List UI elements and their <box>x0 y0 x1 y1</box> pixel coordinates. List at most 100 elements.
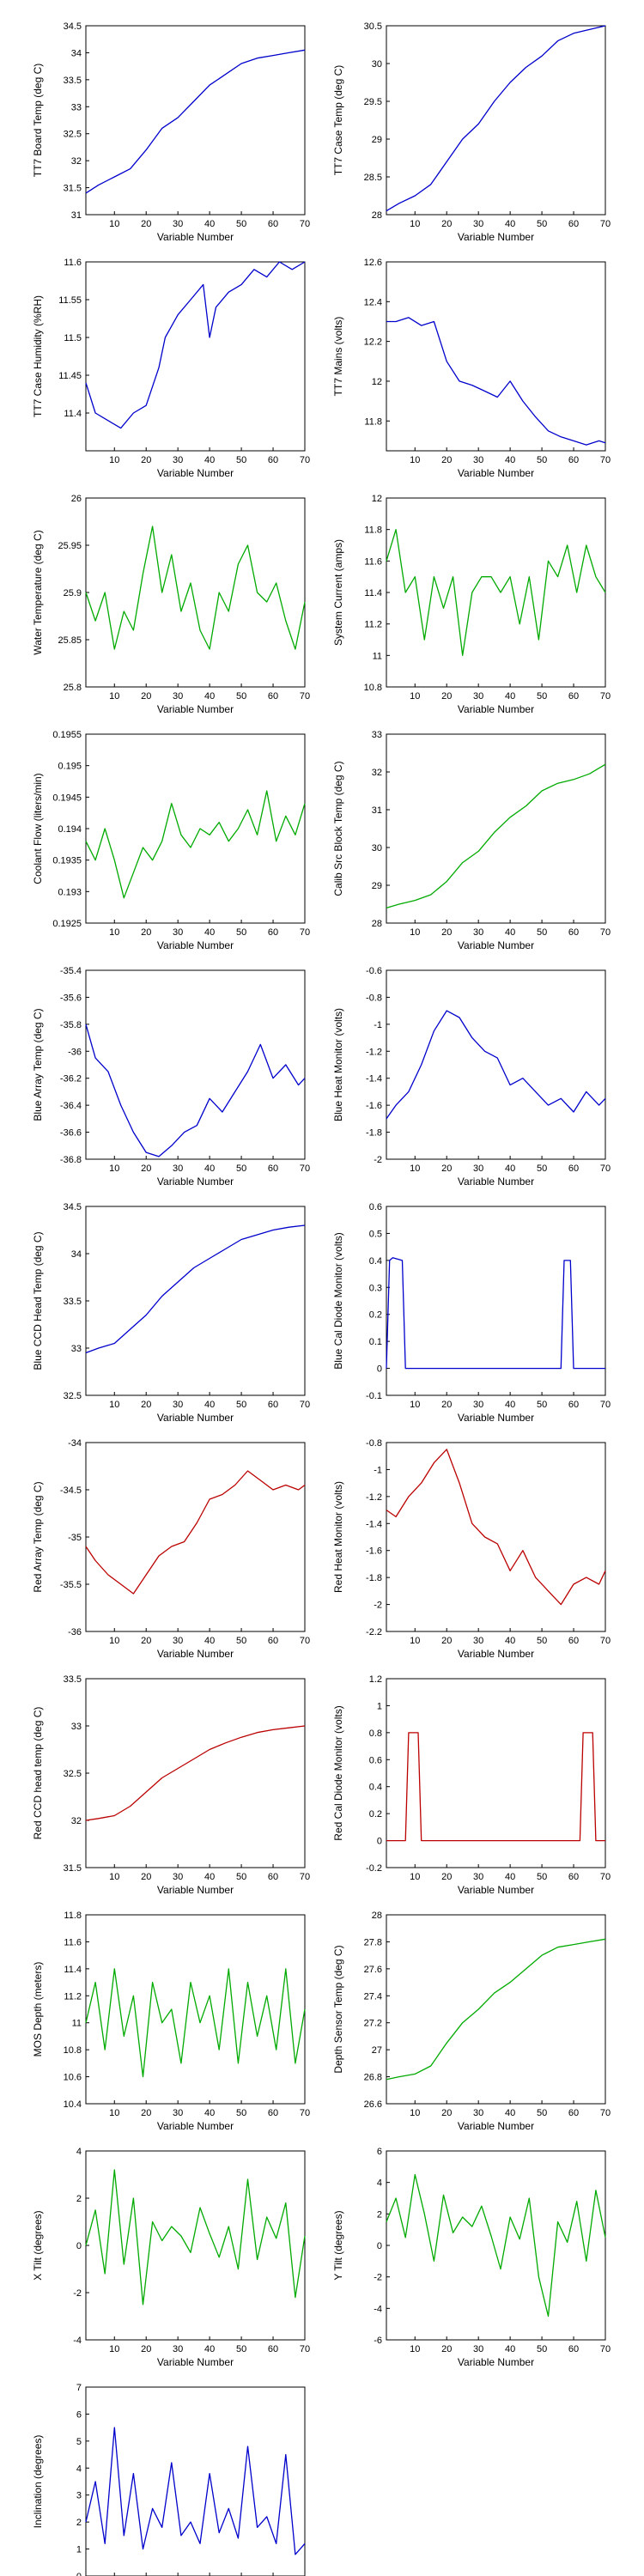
x-tick-label: 30 <box>173 455 183 465</box>
line-chart-12: 10 20 30 40 50 60 70 -36 -35.5 -35 -34.5 -34 Variabl… <box>32 1438 310 1660</box>
x-tick-label: 20 <box>441 219 452 229</box>
plot-frame <box>85 733 306 924</box>
x-tick-label: 50 <box>537 2108 547 2118</box>
line-chart-2: 10 20 30 40 50 60 70 11.4 11.45 11.5 11.55 11.6 Vari… <box>32 258 310 479</box>
x-tick-label: 60 <box>568 1400 579 1410</box>
plot-frame <box>85 261 306 452</box>
x-tick-label: 70 <box>300 691 310 702</box>
y-axis-label: Red CCD head temp (deg C) <box>32 1707 44 1840</box>
series-line <box>386 1732 605 1842</box>
x-tick-label: 40 <box>505 2344 515 2354</box>
y-tick-label: -2 <box>374 1155 382 1165</box>
line-chart-5: 10 20 30 40 50 60 70 10.8 11 11.2 11.4 11.6 11.8 12 Va… <box>332 494 611 715</box>
x-tick-label: 40 <box>204 455 215 465</box>
y-tick-label: -1.4 <box>366 1074 382 1084</box>
y-tick-label: -0.2 <box>366 1863 382 1874</box>
series-line <box>386 1449 606 1606</box>
y-tick-label: -1.6 <box>366 1101 382 1111</box>
y-axis-label: Y Tilt (degrees) <box>332 2210 344 2280</box>
y-axis-label: TT7 Case Temp (deg C) <box>332 65 344 176</box>
y-axis-label: System Current (amps) <box>332 539 344 646</box>
x-tick-label: 40 <box>204 1872 215 1882</box>
x-tick-label: 20 <box>141 2108 151 2118</box>
y-tick-label: -36 <box>68 1047 82 1057</box>
x-tick-label: 40 <box>505 927 515 938</box>
x-tick-label: 30 <box>173 691 183 702</box>
x-tick-label: 40 <box>204 1163 215 1174</box>
y-tick-label: 34 <box>71 1249 82 1260</box>
x-tick-label: 70 <box>600 2344 611 2354</box>
plot-frame <box>386 1914 606 2105</box>
x-tick-label: 10 <box>109 1400 119 1410</box>
x-tick-label: 70 <box>300 1163 310 1174</box>
x-tick-label: 30 <box>173 2344 183 2354</box>
y-tick-label: 11 <box>72 2019 82 2029</box>
y-tick-label: 11.5 <box>64 333 82 343</box>
x-axis-label: Variable Number <box>157 2356 234 2368</box>
plot-frame <box>386 1678 606 1868</box>
y-tick-label: 11.2 <box>364 620 382 630</box>
y-tick-label: 28 <box>372 1911 382 1921</box>
x-tick-label: 40 <box>505 1163 515 1174</box>
x-tick-label: 30 <box>473 691 483 702</box>
x-tick-label: 40 <box>505 219 515 229</box>
x-tick-label: 20 <box>441 2108 452 2118</box>
y-tick-label: 28 <box>372 919 382 929</box>
x-tick-label: 70 <box>600 219 611 229</box>
x-tick-label: 30 <box>473 219 483 229</box>
y-tick-label: 0.195 <box>58 762 82 772</box>
x-tick-label: 10 <box>109 927 119 938</box>
x-tick-label: 40 <box>204 1400 215 1410</box>
y-tick-label: 26.6 <box>364 2099 382 2110</box>
y-tick-label: 12 <box>372 494 382 504</box>
x-tick-label: 30 <box>473 1872 483 1882</box>
plot-frame <box>386 261 606 452</box>
y-tick-label: 32 <box>71 1816 82 1826</box>
y-axis-label: TT7 Board Temp (deg C) <box>32 64 44 178</box>
y-tick-label: 11.8 <box>364 526 382 536</box>
x-tick-label: 70 <box>600 691 611 702</box>
y-tick-label: 33 <box>71 1344 82 1354</box>
y-axis-label: Coolant Flow (liters/min) <box>32 773 44 884</box>
y-tick-label: 11.45 <box>58 371 82 381</box>
x-axis-label: Variable Number <box>157 939 234 951</box>
y-tick-label: 1.2 <box>369 1674 382 1685</box>
y-axis-label: MOS Depth (meters) <box>32 1962 44 2057</box>
plot-frame <box>85 2150 306 2341</box>
x-tick-label: 30 <box>473 455 483 465</box>
y-axis-label: TT7 Mains (volts) <box>332 317 344 397</box>
x-tick-label: 70 <box>600 1163 611 1174</box>
line-chart-8: 10 20 30 40 50 60 70 -36.8 -36.6 -36.4 -36.2 -36 -35… <box>32 966 310 1188</box>
y-tick-label: -1 <box>374 1465 382 1475</box>
y-tick-label: -0.6 <box>366 966 382 976</box>
y-tick-label: 12.4 <box>364 297 382 307</box>
y-tick-label: 0 <box>76 2241 82 2251</box>
y-tick-label: 11.6 <box>364 556 382 567</box>
y-axis-label: Water Temperature (deg C) <box>32 530 44 654</box>
x-tick-label: 60 <box>268 927 278 938</box>
x-tick-label: 20 <box>441 1163 452 1174</box>
plot-frame <box>386 1442 606 1632</box>
x-tick-label: 40 <box>204 927 215 938</box>
series-line <box>386 317 606 446</box>
y-tick-label: 3 <box>76 2491 82 2501</box>
line-chart-0: 10 20 30 40 50 60 70 31 31.5 32 32.5 33 33.5 34 34.5 Va… <box>32 21 310 243</box>
x-tick-label: 60 <box>268 1636 278 1646</box>
y-tick-label: -1.8 <box>366 1573 382 1583</box>
y-tick-label: 31.5 <box>64 1863 82 1874</box>
x-tick-label: 70 <box>300 219 310 229</box>
plot-frame <box>386 2150 606 2341</box>
series-line <box>386 1010 606 1120</box>
x-tick-label: 20 <box>441 455 452 465</box>
y-axis-label: Inclination (degrees) <box>32 2435 44 2529</box>
y-axis-label: Blue Array Temp (deg C) <box>32 1008 44 1121</box>
x-tick-label: 60 <box>568 1872 579 1882</box>
y-tick-label: 10.8 <box>64 2045 82 2056</box>
series-line <box>85 526 306 650</box>
y-tick-label: -36.2 <box>60 1074 82 1084</box>
x-tick-label: 50 <box>236 219 246 229</box>
plot-frame <box>85 2386 306 2576</box>
y-tick-label: 25.8 <box>64 683 82 693</box>
x-tick-label: 50 <box>236 455 246 465</box>
y-tick-label: 6 <box>377 2147 382 2157</box>
